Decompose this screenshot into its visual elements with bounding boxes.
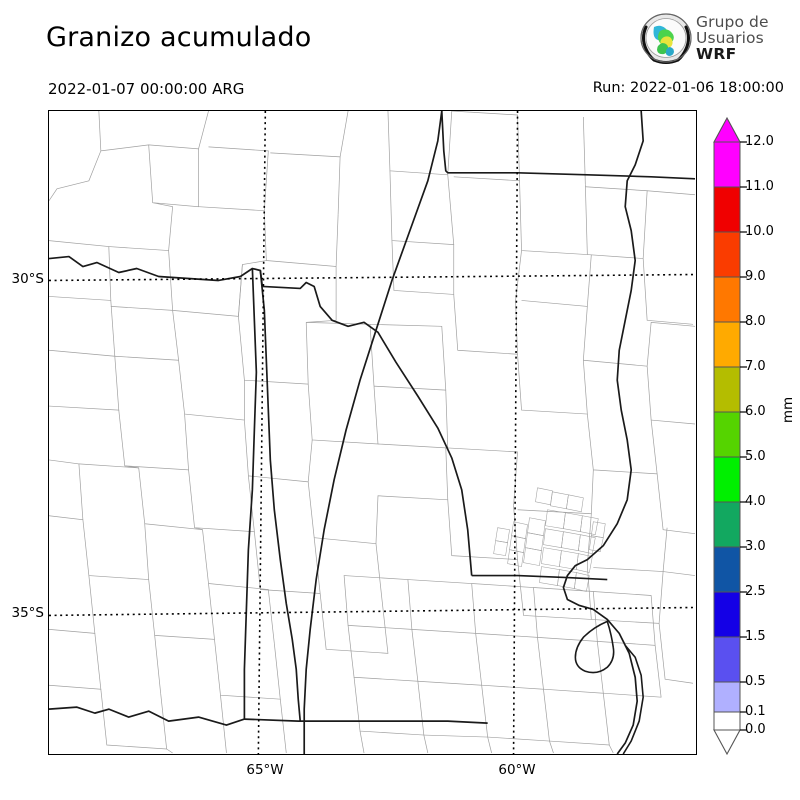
gridline-lon-65 bbox=[257, 111, 267, 754]
lat-label-30s: 30°S bbox=[11, 271, 45, 287]
lat-label-35s: 35°S bbox=[11, 605, 45, 621]
colorbar-label-2p5: 2.5 bbox=[745, 584, 766, 599]
metro-departments bbox=[493, 487, 606, 592]
grupo-usuarios-wrf-logo: Grupo de Usuarios WRF bbox=[640, 13, 798, 71]
colorbar-unit-label: mm bbox=[780, 396, 797, 424]
colorbar-segments bbox=[713, 141, 741, 731]
colorbar-gradient bbox=[713, 116, 747, 755]
colorbar-ticks bbox=[740, 141, 747, 731]
colorbar-label-10: 10.0 bbox=[745, 224, 774, 239]
logo-line-3: WRF bbox=[696, 45, 737, 63]
coastline bbox=[574, 620, 644, 754]
colorbar-label-0p5: 0.5 bbox=[745, 674, 766, 689]
lon-label-60w: 60°W bbox=[498, 762, 536, 778]
colorbar-label-0: 0.0 bbox=[745, 722, 766, 737]
globe-emblem-icon bbox=[640, 13, 692, 64]
colorbar-label-12: 12.0 bbox=[745, 134, 774, 149]
colorbar-label-8: 8.0 bbox=[745, 314, 766, 329]
colorbar-over-arrow bbox=[713, 116, 741, 143]
colorbar-label-7: 7.0 bbox=[745, 359, 766, 374]
colorbar-label-11: 11.0 bbox=[745, 179, 774, 194]
colorbar[interactable]: 12.0 11.0 10.0 9.0 8.0 7.0 6.0 5.0 4.0 3… bbox=[707, 110, 800, 755]
valid-time-label: 2022-01-07 00:00:00 ARG bbox=[48, 80, 245, 98]
province-boundaries bbox=[49, 111, 696, 754]
gridline-lat-30 bbox=[49, 273, 696, 282]
colorbar-label-6: 6.0 bbox=[745, 404, 766, 419]
map-geometry bbox=[49, 111, 696, 754]
department-boundaries bbox=[49, 111, 696, 754]
gridline-lat-35 bbox=[49, 606, 696, 617]
map-background bbox=[49, 111, 696, 754]
colorbar-label-0p1: 0.1 bbox=[745, 704, 766, 719]
logo-line-1: Grupo de bbox=[696, 13, 769, 31]
page-title: Granizo acumulado bbox=[46, 22, 312, 53]
colorbar-under-arrow bbox=[713, 729, 741, 755]
colorbar-label-5: 5.0 bbox=[745, 449, 766, 464]
colorbar-label-1p5: 1.5 bbox=[745, 629, 766, 644]
colorbar-label-9: 9.0 bbox=[745, 269, 766, 284]
gridline-lon-60 bbox=[512, 111, 519, 754]
lon-label-65w: 65°W bbox=[246, 762, 284, 778]
run-time-label: Run: 2022-01-06 18:00:00 bbox=[592, 80, 784, 96]
colorbar-label-4: 4.0 bbox=[745, 494, 766, 509]
colorbar-label-3: 3.0 bbox=[745, 539, 766, 554]
logo-text: Grupo de Usuarios WRF bbox=[696, 13, 769, 63]
map-plot-area[interactable] bbox=[48, 110, 697, 755]
gridlines bbox=[49, 111, 696, 754]
logo-line-2: Usuarios bbox=[696, 28, 764, 47]
